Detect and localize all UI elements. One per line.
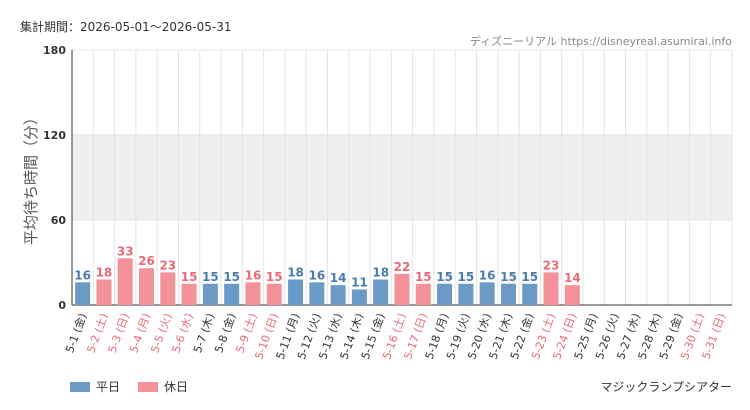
data-label: 23 xyxy=(543,258,560,272)
legend-item-weekday: 平日 xyxy=(70,378,120,395)
data-label: 14 xyxy=(564,271,581,285)
band-60-120 xyxy=(72,135,732,220)
bar-19 xyxy=(458,283,474,305)
data-label: 14 xyxy=(330,271,347,285)
data-label: 16 xyxy=(74,268,91,282)
attraction-name: マジックランプシアター xyxy=(600,380,732,394)
y-tick-label: 60 xyxy=(51,214,67,227)
data-label: 15 xyxy=(521,270,538,284)
bar-9 xyxy=(245,282,261,305)
data-label: 18 xyxy=(372,266,389,280)
bar-8 xyxy=(224,283,240,305)
bar-11 xyxy=(288,279,304,305)
y-tick-label: 0 xyxy=(58,299,66,312)
legend-swatch-holiday xyxy=(138,381,159,392)
data-label: 15 xyxy=(500,270,517,284)
data-label: 33 xyxy=(117,244,134,258)
data-label: 11 xyxy=(351,275,368,289)
legend-label-holiday: 休日 xyxy=(164,380,189,394)
bar-22 xyxy=(522,283,538,305)
bar-5 xyxy=(160,272,176,305)
legend-swatch-weekday xyxy=(70,381,90,392)
data-label: 18 xyxy=(96,266,113,280)
legend-item-holiday: 休日 xyxy=(138,378,188,395)
bar-15 xyxy=(373,279,389,305)
y-tick-label: 120 xyxy=(43,129,66,142)
y-axis-label: 平均待ち時間（分） xyxy=(22,110,40,245)
data-label: 26 xyxy=(138,254,155,268)
data-label: 23 xyxy=(159,258,176,272)
bar-3 xyxy=(117,258,133,305)
legend-label-weekday: 平日 xyxy=(96,380,121,394)
bar-23 xyxy=(543,272,559,305)
data-label: 15 xyxy=(266,270,283,284)
data-label: 15 xyxy=(202,270,219,284)
bar-17 xyxy=(415,283,431,305)
data-label: 18 xyxy=(287,266,304,280)
bar-14 xyxy=(351,289,367,305)
legend: 平日 休日 xyxy=(70,378,188,395)
bar-20 xyxy=(479,282,495,305)
data-label: 16 xyxy=(308,268,325,282)
data-label: 16 xyxy=(479,268,496,282)
bar-18 xyxy=(437,283,453,305)
bar-6 xyxy=(181,283,197,305)
bar-4 xyxy=(139,268,155,305)
source-credit: ディズニーリアル https://disneyreal.asumirai.inf… xyxy=(469,35,732,48)
data-label: 16 xyxy=(245,268,262,282)
data-label: 15 xyxy=(223,270,240,284)
data-label: 15 xyxy=(436,270,453,284)
y-tick-label: 180 xyxy=(43,44,66,57)
data-label: 15 xyxy=(181,270,198,284)
bar-7 xyxy=(202,283,218,305)
bar-13 xyxy=(330,285,346,305)
bar-21 xyxy=(500,283,516,305)
bar-10 xyxy=(266,283,282,305)
bar-24 xyxy=(564,285,580,305)
data-label: 15 xyxy=(458,270,475,284)
data-label: 22 xyxy=(394,260,411,274)
period-label: 集計期間：2026-05-01～2026-05-31 xyxy=(20,20,232,34)
data-label: 15 xyxy=(415,270,432,284)
bar-2 xyxy=(96,279,112,305)
bar-1 xyxy=(75,282,91,305)
bar-16 xyxy=(394,273,410,305)
bar-12 xyxy=(309,282,325,305)
